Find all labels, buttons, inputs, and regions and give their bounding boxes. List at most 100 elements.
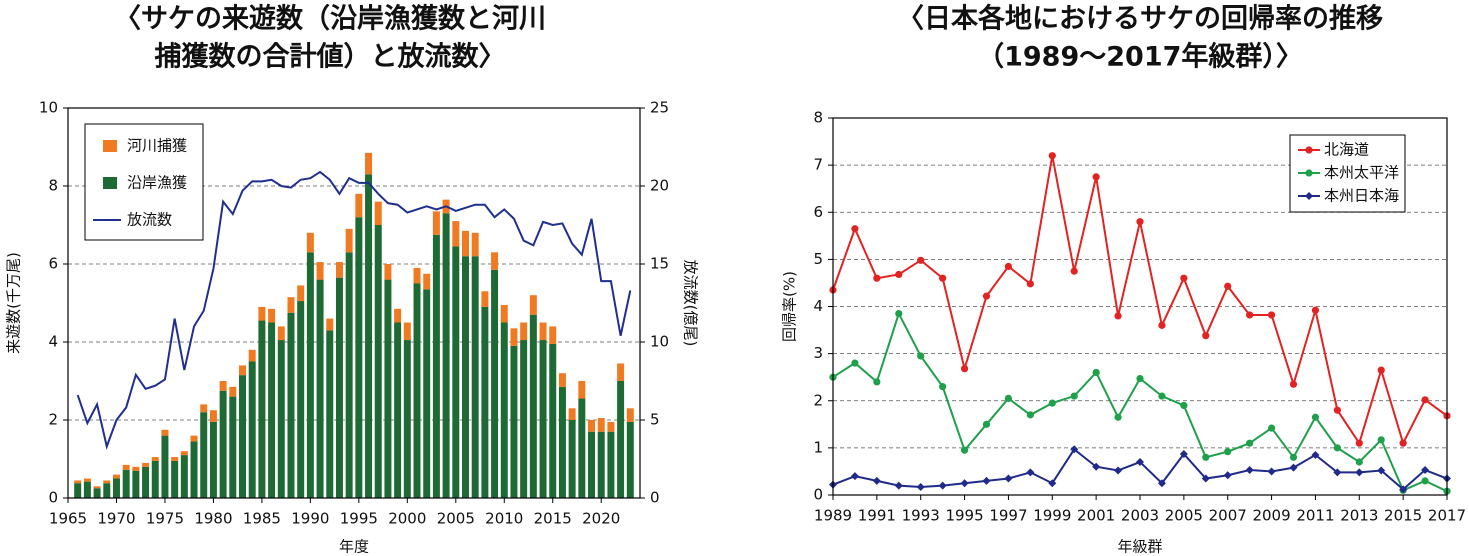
bar-segment (297, 301, 305, 498)
bar-segment (200, 412, 208, 498)
bar-segment (74, 480, 82, 484)
point (1201, 474, 1210, 483)
point (895, 309, 903, 318)
bar-segment (268, 308, 276, 323)
bar-segment (607, 421, 615, 432)
chart-title: 〈日本各地におけるサケの回帰率の推移 (897, 3, 1383, 35)
legend-swatch (103, 177, 117, 189)
point (1399, 485, 1408, 494)
x-tick-label: 1999 (1033, 507, 1071, 525)
chart-title: 捕獲数の合計値）と放流数〉 (155, 42, 506, 73)
point (1377, 366, 1385, 374)
bar-segment (384, 279, 392, 498)
bar-segment (568, 420, 576, 498)
x-tick-label: 2001 (1077, 507, 1115, 525)
bar-segment (471, 256, 479, 498)
y2-tick-label: 15 (650, 255, 669, 273)
series-line (76, 170, 632, 451)
bar-segment (365, 152, 373, 175)
y-axis-label: 来遊数(千万尾) (5, 252, 23, 354)
x-tick-label: 2000 (388, 510, 426, 528)
point (982, 420, 991, 428)
y-tick-label: 0 (813, 486, 823, 504)
point (1311, 306, 1320, 314)
y-tick-label: 3 (813, 344, 823, 362)
point (1114, 413, 1122, 421)
bar-segment (200, 404, 208, 413)
x-tick-label: 1980 (194, 510, 232, 528)
x-tick-label: 2009 (1252, 507, 1290, 525)
point (1092, 368, 1100, 377)
bar-segment (588, 420, 596, 432)
y2-tick-label: 0 (650, 489, 660, 507)
bar-segment (558, 386, 566, 498)
point (1179, 450, 1188, 459)
bar-segment (112, 478, 120, 498)
x-tick-label: 2003 (1121, 507, 1159, 525)
y-axis-label: 回帰率(%) (781, 271, 799, 342)
point (1333, 406, 1341, 414)
point (960, 479, 969, 488)
point (1311, 450, 1320, 459)
x-tick-label: 2005 (1165, 507, 1203, 525)
y-tick-label: 10 (39, 99, 58, 117)
legend-label: 本州太平洋 (1324, 164, 1399, 182)
point (1311, 413, 1320, 421)
bar-segment (287, 297, 295, 313)
point (938, 481, 947, 490)
bar-segment (326, 330, 334, 498)
bar-segment (374, 225, 382, 498)
y2-tick-label: 10 (650, 333, 669, 351)
bar-segment (93, 486, 101, 489)
point (1289, 453, 1298, 461)
legend-label: 沿岸漁獲 (127, 174, 187, 192)
bar-segment (103, 480, 111, 484)
y2-tick-label: 5 (650, 411, 660, 429)
x-tick-label: 1993 (902, 507, 940, 525)
point (872, 476, 881, 485)
bar-segment (597, 418, 605, 432)
legend-marker (1305, 192, 1313, 200)
bar-segment (403, 340, 411, 498)
bar-segment (180, 455, 188, 498)
point (1158, 321, 1166, 329)
point (1377, 436, 1385, 444)
point (895, 270, 903, 279)
point (1048, 152, 1056, 160)
bar-segment (306, 252, 314, 498)
bar-segment (423, 289, 431, 498)
point (1136, 458, 1144, 467)
x-tick-label: 2015 (1384, 507, 1422, 525)
bar-segment (83, 478, 91, 482)
bar-segment (500, 322, 508, 498)
series-line (832, 447, 1448, 491)
bar-segment (597, 431, 605, 498)
y-tick-label: 4 (48, 333, 58, 351)
point (1289, 463, 1298, 472)
point (982, 476, 991, 485)
bar-segment (374, 201, 382, 225)
bar-segment (423, 273, 431, 290)
point (873, 274, 881, 282)
bar-segment (161, 429, 169, 436)
bar-segment (142, 466, 150, 498)
bar-segment (335, 277, 343, 498)
bar-segment (578, 381, 586, 399)
point (1399, 439, 1407, 447)
bar-segment (190, 435, 198, 442)
bar-segment (316, 279, 324, 498)
point (939, 383, 947, 391)
bar-segment (394, 322, 402, 498)
x-tick-label: 2020 (582, 510, 620, 528)
x-tick-label: 1970 (97, 510, 135, 528)
bar-segment (190, 441, 198, 498)
x-tick-label: 2015 (534, 510, 572, 528)
bar-segment (588, 431, 596, 498)
bar-segment (539, 340, 547, 498)
x-tick-label: 1975 (146, 510, 184, 528)
bar-segment (345, 228, 353, 253)
bar-segment (83, 481, 91, 498)
bar-segment (209, 421, 217, 498)
point (1202, 332, 1210, 340)
